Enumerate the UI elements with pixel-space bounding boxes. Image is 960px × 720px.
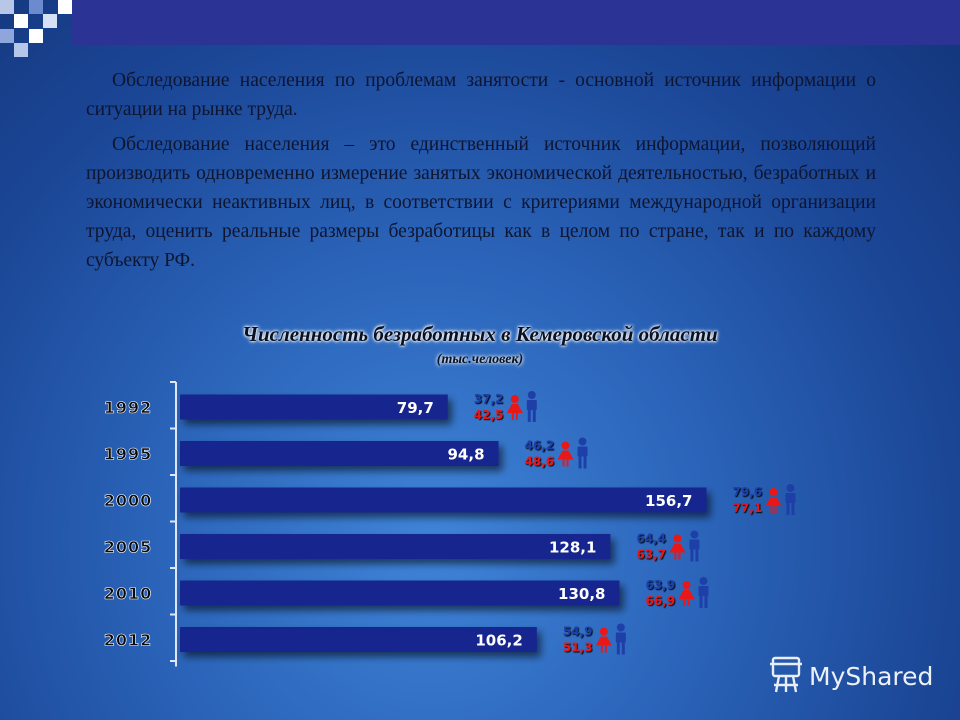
- male-person-icon: [689, 530, 700, 562]
- male-count-label: 46,2: [525, 439, 555, 453]
- year-label: 1992: [104, 398, 153, 417]
- female-count-label: 77,1: [733, 501, 763, 515]
- bar: [180, 487, 707, 513]
- bar-row-2000: 2000 156,7 79,6 77,1: [103, 484, 796, 515]
- bar-row-2012: 2012 106,2 54,9 51,3: [103, 623, 626, 655]
- male-count-label: 63,9: [645, 578, 675, 592]
- bar: [180, 534, 611, 559]
- male-count-label: 64,4: [636, 532, 666, 546]
- female-person-icon: [506, 395, 523, 420]
- year-label: 2012: [104, 631, 153, 650]
- bar: [180, 580, 620, 606]
- bar-row-1995: 1995 94,8 46,2 48,6: [103, 437, 588, 469]
- bar-value-label: 128,1: [549, 539, 596, 557]
- female-person-icon: [765, 488, 782, 513]
- bar-value-label: 79,7: [397, 399, 434, 417]
- male-count-label: 54,9: [563, 625, 593, 639]
- female-person-icon: [678, 581, 695, 606]
- intro-paragraph: Обследование населения по проблемам заня…: [86, 70, 876, 120]
- female-count-label: 66,9: [645, 594, 675, 608]
- bar: [180, 394, 448, 420]
- female-count-label: 63,7: [636, 548, 666, 562]
- top-accent-bar: [72, 0, 960, 45]
- female-person-icon: [557, 441, 574, 467]
- male-person-icon: [785, 484, 796, 515]
- bar-row-2010: 2010 130,8 63,9 66,9: [103, 577, 709, 608]
- lectern-icon: [770, 656, 802, 693]
- year-label: 2005: [104, 538, 153, 557]
- bar-row-2005: 2005 128,1 64,4 63,7: [103, 530, 700, 562]
- bar-value-label: 130,8: [558, 585, 605, 603]
- female-count-label: 48,6: [525, 455, 555, 469]
- male-count-label: 37,2: [474, 392, 504, 406]
- description-paragraph: Обследование населения – это единственны…: [86, 134, 876, 271]
- bar-value-label: 156,7: [645, 492, 692, 510]
- female-count-label: 51,3: [563, 641, 593, 655]
- chart-title: Численность безработных в Кемеровской об…: [242, 322, 718, 346]
- bar-value-label: 106,2: [475, 632, 522, 650]
- myshared-logo: MyShared: [770, 656, 933, 693]
- year-label: 2000: [104, 491, 153, 510]
- bar-row-1992: 1992 79,7 37,2 42,5: [103, 391, 537, 422]
- watermark-text: MyShared: [809, 662, 933, 691]
- female-person-icon: [595, 627, 612, 653]
- bar-value-label: 94,8: [448, 446, 485, 464]
- bar: [180, 441, 499, 466]
- female-count-label: 42,5: [474, 408, 504, 422]
- male-person-icon: [698, 577, 709, 608]
- year-label: 1995: [104, 445, 153, 464]
- male-person-icon: [615, 623, 626, 655]
- unemployment-bar-chart: 1992 79,7 37,2 42,5 1995 94,8 46,2 48,6 2000 156,…: [103, 381, 796, 667]
- male-count-label: 79,6: [733, 485, 763, 499]
- female-person-icon: [669, 534, 686, 560]
- male-person-icon: [526, 391, 537, 422]
- bar: [180, 627, 537, 652]
- year-label: 2010: [104, 584, 153, 603]
- chart-subtitle: (тыс.человек): [436, 352, 524, 367]
- male-person-icon: [577, 437, 588, 469]
